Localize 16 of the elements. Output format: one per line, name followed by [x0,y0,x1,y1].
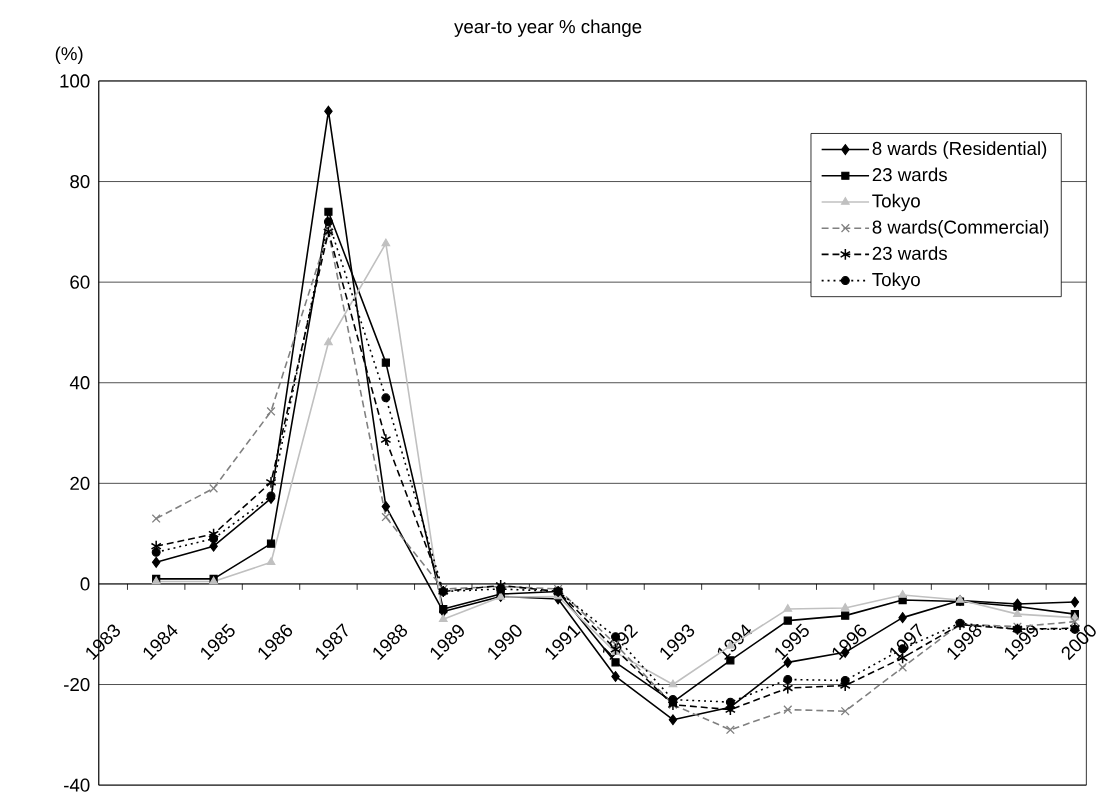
chart-title: year-to year % change [454,19,642,37]
legend-label: 8 wards(Commercial) [872,220,1049,238]
legend-label: Tokyo [872,272,920,290]
y-tick-label: 80 [70,174,90,189]
y-tick-label: 100 [60,74,90,88]
y-tick-label: -40 [64,778,90,792]
y-tick-label: -20 [64,677,90,692]
legend-label: 23 wards [872,246,947,260]
legend-label: 8 wards (Residential) [872,141,1047,159]
legend-label: 23 wards [872,167,947,182]
y-tick-label: 20 [70,476,90,490]
y-tick-label: 40 [69,376,90,390]
y-tick-label: 0 [80,577,90,591]
y-tick-label: 60 [70,275,90,289]
y-axis-title: (%) [55,46,83,64]
legend-label: Tokyo [872,193,920,212]
